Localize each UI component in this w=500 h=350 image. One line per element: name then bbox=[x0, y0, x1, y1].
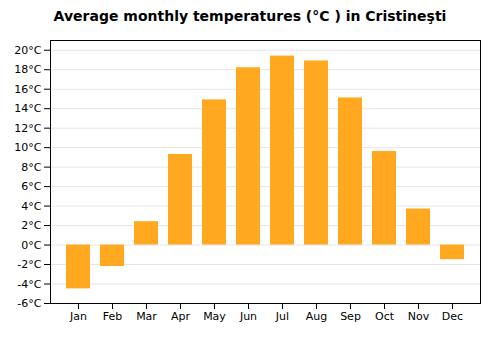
svg-text:-6°C: -6°C bbox=[17, 297, 41, 310]
svg-text:Feb: Feb bbox=[103, 310, 122, 323]
svg-text:0°C: 0°C bbox=[21, 239, 41, 252]
svg-text:8°C: 8°C bbox=[21, 161, 41, 174]
svg-text:Jun: Jun bbox=[239, 310, 257, 323]
svg-text:14°C: 14°C bbox=[14, 102, 41, 115]
svg-text:18°C: 18°C bbox=[14, 63, 41, 76]
svg-text:20°C: 20°C bbox=[14, 44, 41, 57]
svg-text:2°C: 2°C bbox=[21, 219, 41, 232]
svg-text:Dec: Dec bbox=[442, 310, 463, 323]
svg-text:4°C: 4°C bbox=[21, 200, 41, 213]
svg-text:Aug: Aug bbox=[306, 310, 327, 323]
svg-text:Mar: Mar bbox=[136, 310, 157, 323]
svg-text:-4°C: -4°C bbox=[17, 278, 41, 291]
svg-text:-2°C: -2°C bbox=[17, 258, 41, 271]
svg-text:10°C: 10°C bbox=[14, 141, 41, 154]
svg-text:12°C: 12°C bbox=[14, 122, 41, 135]
svg-text:Oct: Oct bbox=[375, 310, 395, 323]
svg-text:Jan: Jan bbox=[69, 310, 87, 323]
svg-text:Nov: Nov bbox=[408, 310, 430, 323]
svg-text:Jul: Jul bbox=[275, 310, 289, 323]
svg-text:16°C: 16°C bbox=[14, 83, 41, 96]
svg-text:Sep: Sep bbox=[340, 310, 361, 323]
svg-text:May: May bbox=[203, 310, 226, 323]
svg-text:Apr: Apr bbox=[171, 310, 191, 323]
svg-text:6°C: 6°C bbox=[21, 180, 41, 193]
html-text:Average monthly temperatures (: Average monthly temperatures (°C ) in Cr… bbox=[53, 8, 447, 24]
